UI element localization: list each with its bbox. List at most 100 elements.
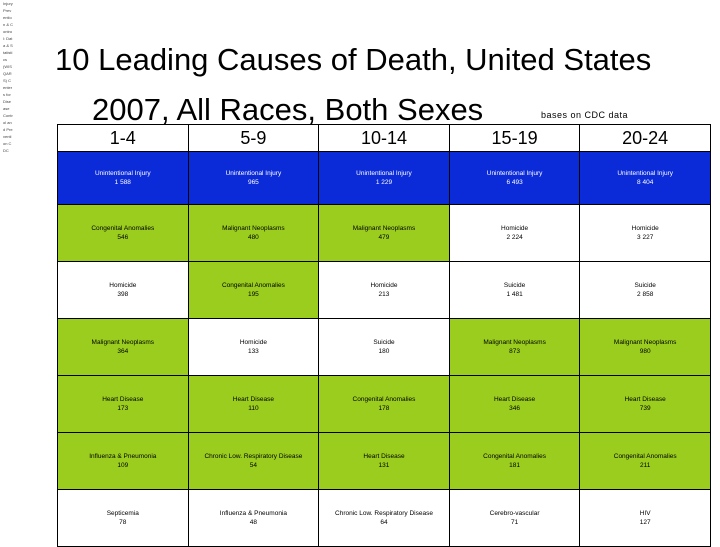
table-cell: Influenza & Pneumonia 109 — [57, 432, 189, 490]
death-count: 173 — [117, 405, 129, 412]
death-count: 195 — [247, 291, 259, 298]
table-cell: Homicide 133 — [187, 318, 320, 376]
cause-label: Malignant Neoplasms — [91, 339, 155, 346]
cause-label: Cerebro-vascular — [489, 510, 540, 517]
table-cell: Congenital Anomalies 195 — [187, 261, 320, 319]
death-count: 211 — [640, 462, 651, 469]
cause-label: Influenza & Pneumonia — [89, 453, 157, 460]
age-group-header: 15-19 — [448, 124, 581, 152]
cause-label: Heart Disease — [493, 396, 536, 403]
cause-label: Congenital Anomalies — [352, 396, 416, 403]
cause-label: Homicide — [109, 282, 137, 289]
age-group-header: 10-14 — [318, 124, 450, 152]
table-cell: Homicide 398 — [57, 261, 189, 319]
death-count: 78 — [119, 519, 127, 526]
table-row: Malignant Neoplasms 364 Homicide 133 Suicide… — [57, 318, 711, 376]
table-cell: Homicide 213 — [318, 261, 450, 319]
table-cell: Congenital Anomalies 178 — [318, 375, 450, 433]
cause-label: Chronic Low. Respiratory Disease — [204, 453, 303, 460]
table-cell: Unintentional Injury 965 — [187, 151, 320, 205]
death-count: 131 — [378, 462, 390, 469]
table-cell: Malignant Neoplasms 873 — [448, 318, 581, 376]
death-count: 180 — [378, 348, 390, 355]
cause-label: Congenital Anomalies — [483, 453, 547, 460]
cause-label: Septicemia — [106, 510, 139, 517]
table-cell: Malignant Neoplasms 980 — [579, 318, 711, 376]
death-count: 213 — [378, 291, 390, 298]
cause-label: Malignant Neoplasms — [613, 339, 677, 346]
table-row: Heart Disease 173 Heart Disease 110 Congenit… — [57, 375, 711, 433]
table-row: Homicide 398 Congenital Anomalies 195 Homici… — [57, 261, 711, 319]
cause-label: Homicide — [631, 225, 659, 232]
table-cell: Heart Disease 346 — [448, 375, 581, 433]
death-count: 109 — [117, 462, 129, 469]
vertical-source-text: Injury Prevention & Control: Data & Stat… — [3, 1, 13, 153]
death-count: 64 — [380, 519, 388, 526]
cause-label: Congenital Anomalies — [613, 453, 677, 460]
table-cell: HIV 127 — [579, 489, 711, 547]
cause-label: Suicide — [634, 282, 656, 289]
table-cell: Malignant Neoplasms 364 — [57, 318, 189, 376]
table-cell: Malignant Neoplasms 479 — [318, 204, 450, 262]
cause-label: Heart Disease — [363, 453, 405, 460]
table-cell: Congenital Anomalies 211 — [579, 432, 711, 490]
cause-label: Heart Disease — [232, 396, 274, 403]
table-cell: Unintentional Injury 8 404 — [579, 151, 711, 205]
death-count: 8 404 — [637, 179, 654, 186]
death-count: 364 — [117, 348, 129, 355]
age-group-header-row: 1-4 5-9 10-14 15-19 20-24 — [57, 124, 711, 152]
death-count: 873 — [509, 348, 520, 355]
cause-label: Congenital Anomalies — [91, 225, 155, 232]
death-count: 1 229 — [375, 179, 393, 186]
cause-label: Homicide — [501, 225, 529, 232]
cause-label: Homicide — [370, 282, 398, 289]
table-cell: Suicide 180 — [318, 318, 450, 376]
death-count: 71 — [510, 519, 519, 526]
cause-label: Malignant Neoplasms — [352, 225, 416, 232]
death-count: 178 — [378, 405, 390, 412]
cause-label: Unintentional Injury — [356, 170, 412, 177]
table-cell: Cerebro-vascular 71 — [448, 489, 581, 547]
death-count: 127 — [639, 519, 651, 526]
death-count: 54 — [249, 462, 257, 469]
death-count: 398 — [117, 291, 129, 298]
table-cell: Unintentional Injury 1 588 — [57, 151, 189, 205]
table-row: Congenital Anomalies 546 Malignant Neoplas… — [57, 204, 711, 262]
cause-label: Heart Disease — [102, 396, 144, 403]
death-count: 346 — [509, 405, 520, 412]
page-title-line2: 2007, All Races, Both Sexes — [92, 92, 484, 127]
table-cell: Chronic Low. Respiratory Disease 54 — [187, 432, 320, 490]
table-cell: Homicide 2 224 — [448, 204, 581, 262]
cause-label: Homicide — [239, 339, 267, 346]
death-count: 6 493 — [506, 179, 523, 186]
death-count: 3 227 — [637, 234, 654, 241]
table-cell: Suicide 1 481 — [448, 261, 581, 319]
cause-label: Unintentional Injury — [486, 170, 543, 177]
table-cell: Congenital Anomalies 181 — [448, 432, 581, 490]
table-cell: Suicide 2 858 — [579, 261, 711, 319]
death-count: 2 224 — [506, 234, 523, 241]
table-cell: Chronic Low. Respiratory Disease 64 — [318, 489, 450, 547]
cause-label: HIV — [639, 510, 651, 517]
cause-label: Congenital Anomalies — [221, 282, 285, 289]
cause-label: Malignant Neoplasms — [222, 225, 285, 232]
death-count: 48 — [249, 519, 257, 526]
death-count: 133 — [247, 348, 259, 355]
cause-label: Malignant Neoplasms — [483, 339, 546, 346]
death-count: 480 — [247, 234, 259, 241]
death-count: 479 — [378, 234, 390, 241]
death-count: 1 588 — [114, 179, 131, 186]
causes-of-death-table: 1-4 5-9 10-14 15-19 20-24 Unintentional … — [57, 124, 711, 547]
death-count: 1 481 — [506, 291, 523, 298]
table-cell: Heart Disease 173 — [57, 375, 189, 433]
cause-label: Unintentional Injury — [94, 170, 151, 177]
source-note: bases on CDC data — [541, 110, 629, 120]
death-count: 980 — [639, 348, 651, 355]
page-title-line1: 10 Leading Causes of Death, United State… — [55, 42, 652, 77]
cause-label: Suicide — [373, 339, 395, 346]
table-cell: Influenza & Pneumonia 48 — [187, 489, 320, 547]
death-count: 965 — [247, 179, 259, 186]
table-cell: Septicemia 78 — [57, 489, 189, 547]
cause-label: Unintentional Injury — [225, 170, 282, 177]
death-count: 110 — [248, 405, 259, 412]
